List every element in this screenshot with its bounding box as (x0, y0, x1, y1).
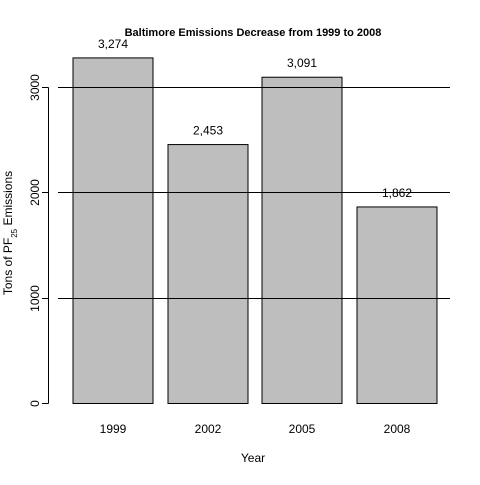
y-tick-label-1000: 1000 (28, 285, 42, 312)
bars (72, 57, 438, 405)
bar-2005 (261, 76, 343, 404)
bar-2002 (167, 144, 249, 404)
x-axis-labels: 1999 2002 2005 2008 (100, 422, 411, 436)
bar-1999 (72, 57, 154, 405)
y-tick-label-3000: 3000 (28, 74, 42, 101)
y-axis-title-suffix: Emissions (1, 171, 15, 229)
data-label-2008: 1,862 (382, 186, 412, 200)
data-label-2005: 3,091 (287, 56, 317, 70)
chart-title: Baltimore Emissions Decrease from 1999 t… (125, 27, 382, 39)
data-labels: 3,274 2,453 3,091 1,862 (98, 37, 412, 200)
gridlines (58, 87, 450, 299)
x-axis-title: Year (241, 451, 265, 465)
y-tick-label-0: 0 (28, 400, 42, 407)
data-label-1999: 3,274 (98, 37, 128, 51)
y-tick-label-2000: 2000 (28, 179, 42, 206)
y-axis: 0 1000 2000 3000 (28, 74, 49, 407)
data-label-2002: 2,453 (193, 124, 223, 138)
x-tick-label-2008: 2008 (384, 422, 411, 436)
bar-2008 (356, 206, 438, 404)
x-tick-label-2002: 2002 (195, 422, 222, 436)
x-tick-label-1999: 1999 (100, 422, 127, 436)
y-axis-title-subscript: 25 (10, 228, 19, 237)
x-tick-label-2005: 2005 (289, 422, 316, 436)
y-axis-title: Tons of PF25 Emissions (1, 171, 19, 295)
y-axis-title-prefix: Tons of PF (1, 238, 15, 295)
